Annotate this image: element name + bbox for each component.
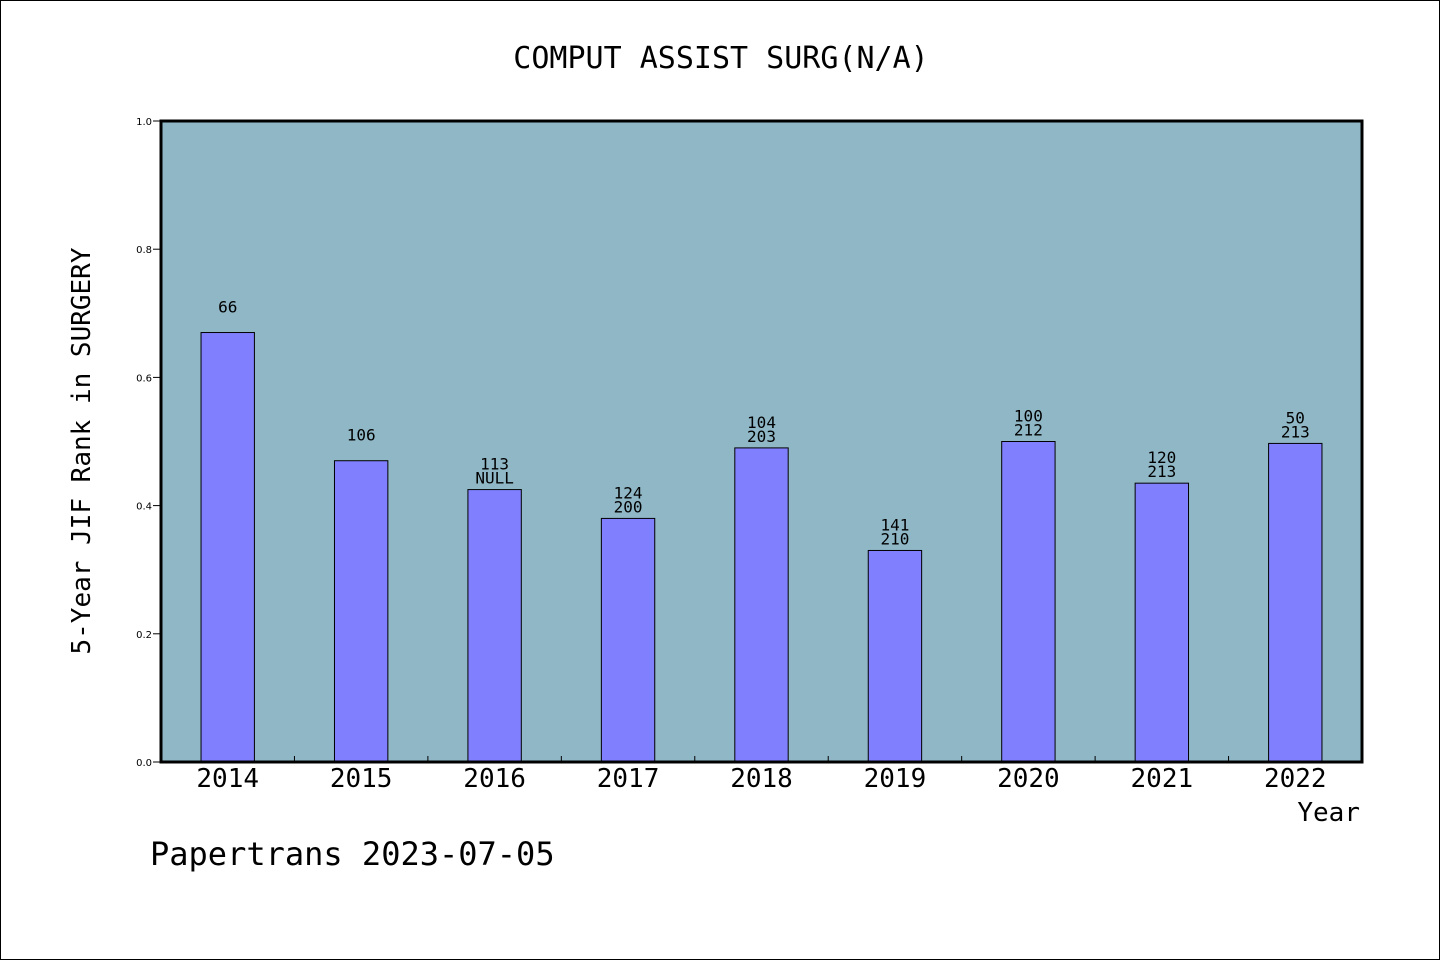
x-axis: 2014 2015 2016 2017 2018 2019 2020 2021 2022 [196,756,1327,794]
x-tick-label: 2015 [330,764,393,794]
bar-2017 [600,517,656,763]
bar-data-label: 124 [614,483,643,502]
x-tick-label: 2018 [730,764,793,794]
bar-data-label: 120 [1147,448,1176,467]
bar-data-label: 66 [218,298,237,317]
y-tick-label: 0.6 [136,373,152,384]
x-tick-label: 2014 [196,764,259,794]
bar-data-label: 141 [880,515,909,534]
x-tick-label: 2016 [463,764,526,794]
chart-title: COMPUT ASSIST SURG(N/A) [513,41,928,76]
bar-2022 [1268,442,1323,763]
y-tick-label: 0.8 [136,245,152,256]
bar-data-label: 100 [1014,407,1043,426]
bar-2018 [734,447,789,763]
bar-data-label: 213 [1281,422,1310,441]
bar-2015 [333,460,389,763]
bar-2016 [467,489,522,763]
bar-2014 [200,332,255,763]
x-tick-label: 2022 [1264,764,1327,794]
bar-data-label: 104 [747,413,776,432]
y-tick-label: 1.0 [136,117,152,128]
x-tick-label: 2019 [864,764,927,794]
bar-data-label: 50 [1286,408,1305,427]
bar-data-label: NULL [475,469,514,488]
bar-data-label: 200 [614,497,643,516]
x-axis-label: Year [1297,798,1360,828]
x-tick-label: 2021 [1131,764,1194,794]
plot-border [159,119,1364,764]
footer-text: Papertrans 2023-07-05 [150,835,555,873]
bar-data-label: 113 [480,455,509,474]
bar-data-label: 203 [747,427,776,446]
y-tick-label: 0.0 [136,758,152,769]
y-axis-label: 5-Year JIF Rank in SURGERY [67,247,97,654]
bar-2020 [1001,441,1056,763]
y-axis: 0.0 0.2 0.4 0.6 0.8 1.0 [136,117,161,769]
bar-data-label: 212 [1014,421,1043,440]
bar-data-label: 106 [347,426,376,445]
bar-2019 [867,549,923,763]
bar-data-label: 210 [880,529,909,548]
bar-2021 [1134,482,1190,763]
bars: 66106113NULL1242001042031412101002121202… [200,298,1323,763]
y-tick-label: 0.4 [136,502,152,513]
y-tick-label: 0.2 [136,630,152,641]
x-tick-label: 2017 [597,764,660,794]
bar-data-label: 213 [1147,462,1176,481]
x-tick-label: 2020 [997,764,1060,794]
